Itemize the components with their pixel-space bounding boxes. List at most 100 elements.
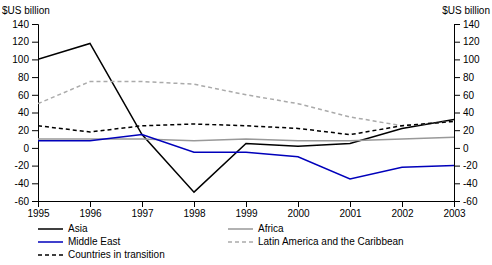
tick-mark	[454, 148, 460, 149]
legend-label: Africa	[258, 223, 284, 234]
tick-label: 2002	[391, 208, 414, 219]
y-axis-label: $US billion	[2, 5, 50, 16]
tick: 1999	[235, 201, 258, 219]
tick: 0	[23, 143, 38, 154]
tick-label: 100	[463, 54, 480, 65]
tick-mark	[402, 201, 403, 207]
tick: 100	[12, 54, 38, 65]
tick: 1996	[79, 201, 102, 219]
tick: 40	[18, 107, 38, 118]
tick-mark	[454, 24, 460, 25]
legend-item: Latin America and the Caribbean	[228, 236, 404, 247]
tick-label: -60	[15, 196, 30, 207]
tick-label: 0	[23, 143, 29, 154]
legend-label: Countries in transition	[68, 249, 165, 260]
tick-mark	[90, 201, 91, 207]
x-axis: 1995 1996 1997 1998 1999 2000 2001 2002 2003	[27, 201, 466, 219]
y-axis: -60 -40 -20 0 20 40 60 80 100 120 140	[12, 19, 38, 207]
tick: 80	[454, 72, 475, 83]
lines	[38, 43, 454, 192]
tick: -40	[454, 178, 478, 189]
tick-label: 1996	[79, 208, 102, 219]
tick-label: 40	[18, 107, 30, 118]
tick-label: 2000	[287, 208, 310, 219]
tick-label: 80	[18, 72, 30, 83]
tick-label: 60	[463, 90, 475, 101]
tick-mark	[246, 201, 247, 207]
tick-label: -20	[15, 160, 30, 171]
tick-mark	[194, 201, 195, 207]
legend-label: Latin America and the Caribbean	[258, 236, 404, 247]
tick-label: 0	[463, 143, 469, 154]
tick-mark	[454, 95, 460, 96]
tick-mark	[32, 201, 38, 202]
tick-mark	[142, 201, 143, 207]
axis-line	[32, 25, 39, 202]
tick: 0	[454, 143, 469, 154]
legend-label: Asia	[68, 223, 88, 234]
tick: 120	[12, 36, 38, 47]
tick: 40	[454, 107, 475, 118]
legend-label: Middle East	[68, 236, 120, 247]
tick: -60	[454, 196, 478, 207]
tick: -60	[15, 196, 38, 207]
tick-mark	[454, 113, 460, 114]
legend-item: Africa	[228, 223, 284, 234]
legend-swatch	[38, 228, 63, 230]
tick-label: 2001	[339, 208, 362, 219]
tick-mark	[454, 183, 460, 184]
tick-mark	[32, 77, 38, 78]
legend-item: Middle East	[38, 236, 120, 247]
tick: 80	[18, 72, 38, 83]
plot: 199519961997199819992000200120022003-60-…	[12, 19, 480, 219]
tick: -20	[15, 160, 38, 171]
line	[38, 43, 454, 192]
tick-label: -40	[15, 178, 30, 189]
line	[38, 121, 454, 134]
line	[38, 82, 454, 126]
tick: 2001	[339, 201, 362, 219]
tick-label: 140	[12, 19, 29, 30]
tick-mark	[454, 201, 460, 202]
legend: Asia Africa Middle East Latin America and t…	[38, 223, 404, 260]
chart: 199519961997199819992000200120022003-60-…	[0, 0, 492, 265]
legend-swatch	[228, 228, 253, 230]
tick: 2002	[391, 201, 414, 219]
tick-label: -20	[463, 160, 478, 171]
tick-mark	[32, 24, 38, 25]
tick-mark	[454, 77, 460, 78]
tick-mark	[454, 166, 460, 167]
tick-mark	[32, 166, 38, 167]
tick: 20	[454, 125, 475, 136]
tick-mark	[32, 148, 38, 149]
tick: 140	[12, 19, 38, 30]
tick-mark	[454, 59, 460, 60]
tick-label: 140	[463, 19, 480, 30]
tick-mark	[32, 59, 38, 60]
tick-mark	[298, 201, 299, 207]
tick-label: 120	[463, 36, 480, 47]
tick: 2000	[287, 201, 310, 219]
tick: 140	[454, 19, 480, 30]
tick-mark	[32, 95, 38, 96]
tick-mark	[32, 113, 38, 114]
tick: 1997	[131, 201, 154, 219]
legend-item: Countries in transition	[38, 249, 165, 260]
tick: 60	[18, 90, 38, 101]
tick-label: 20	[18, 125, 30, 136]
axis-line	[39, 202, 455, 208]
legend-swatch	[38, 254, 63, 256]
tick-label: 20	[463, 125, 475, 136]
tick: -20	[454, 160, 478, 171]
y2-axis: -60 -40 -20 0 20 40 60 80 100 120 140	[454, 19, 480, 207]
tick: 1998	[183, 201, 206, 219]
tick: 60	[454, 90, 475, 101]
tick-label: 60	[18, 90, 30, 101]
tick-label: 2003	[443, 208, 466, 219]
tick: 120	[454, 36, 480, 47]
tick-label: 80	[463, 72, 475, 83]
tick-label: 1997	[131, 208, 154, 219]
axis-line	[455, 25, 461, 202]
tick-label: -60	[463, 196, 478, 207]
tick-label: 1995	[27, 208, 50, 219]
